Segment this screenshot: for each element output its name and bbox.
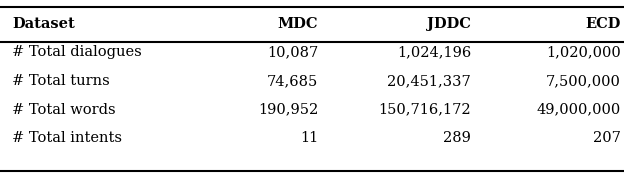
Text: 150,716,172: 150,716,172: [379, 103, 471, 117]
Text: # Total turns: # Total turns: [12, 74, 110, 88]
Text: 49,000,000: 49,000,000: [537, 103, 621, 117]
Text: JDDC: JDDC: [427, 17, 471, 31]
Text: 190,952: 190,952: [258, 103, 318, 117]
Text: # Total intents: # Total intents: [12, 131, 122, 145]
Text: 20,451,337: 20,451,337: [388, 74, 471, 88]
Text: 207: 207: [593, 131, 621, 145]
Text: 1,024,196: 1,024,196: [397, 45, 471, 59]
Text: # Total words: # Total words: [12, 103, 116, 117]
Text: 11: 11: [300, 131, 318, 145]
Text: MDC: MDC: [278, 17, 318, 31]
Text: Dataset: Dataset: [12, 17, 76, 31]
Text: # Total dialogues: # Total dialogues: [12, 45, 142, 59]
Text: 289: 289: [443, 131, 471, 145]
Text: 1,020,000: 1,020,000: [546, 45, 621, 59]
Text: 7,500,000: 7,500,000: [546, 74, 621, 88]
Text: 10,087: 10,087: [267, 45, 318, 59]
Text: 74,685: 74,685: [267, 74, 318, 88]
Text: ECD: ECD: [585, 17, 621, 31]
